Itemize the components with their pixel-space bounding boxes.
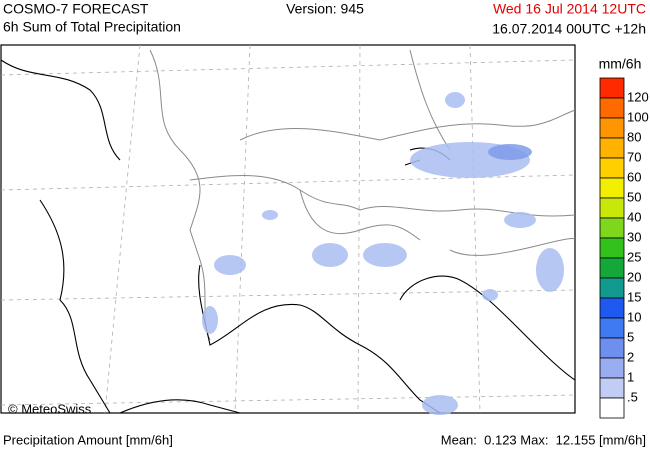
legend-label: 25 (627, 249, 641, 264)
precipitation (202, 92, 564, 415)
legend-swatch (599, 337, 625, 359)
legend-swatch (599, 77, 625, 99)
run-time: 16.07.2014 00UTC +12h (492, 21, 646, 37)
legend: 120 100 80 70 60 50 40 30 25 20 15 10 5 2 1 .5 (599, 77, 649, 419)
legend-swatch (599, 397, 625, 419)
legend-label: 100 (627, 109, 649, 124)
footer-right: Mean: 0.123 Max: 12.155 [mm/6h] (441, 432, 646, 447)
legend-swatch (599, 117, 625, 139)
legend-swatch (599, 97, 625, 119)
graticule (0, 44, 576, 414)
legend-swatch (599, 137, 625, 159)
credit: © MeteoSwiss (8, 401, 92, 416)
map-frame (0, 44, 576, 414)
legend-swatch (599, 237, 625, 259)
legend-swatch (599, 317, 625, 339)
legend-label: 15 (627, 289, 641, 304)
valid-time: Wed 16 Jul 2014 12UTC (493, 1, 646, 17)
legend-label: 10 (627, 309, 641, 324)
version: Version: 945 (286, 1, 364, 17)
legend-label: 50 (627, 189, 641, 204)
legend-label: 70 (627, 149, 641, 164)
legend-swatch (599, 297, 625, 319)
legend-swatch (599, 157, 625, 179)
legend-label: 5 (627, 329, 634, 344)
legend-swatch (599, 257, 625, 279)
legend-label: 1 (627, 369, 634, 384)
subtitle: 6h Sum of Total Precipitation (3, 19, 181, 35)
legend-label: 2 (627, 349, 634, 364)
legend-swatch (599, 217, 625, 239)
legend-label: 20 (627, 269, 641, 284)
legend-label: 120 (627, 89, 649, 104)
legend-swatch (599, 377, 625, 399)
legend-label: 80 (627, 129, 641, 144)
legend-swatch (599, 197, 625, 219)
borders (149, 49, 576, 341)
legend-unit: mm/6h (599, 56, 642, 72)
legend-label: .5 (627, 389, 638, 404)
legend-label: 40 (627, 209, 641, 224)
map: © MeteoSwiss (0, 44, 576, 416)
title: COSMO-7 FORECAST (3, 1, 149, 17)
footer-left: Precipitation Amount [mm/6h] (3, 432, 173, 447)
legend-label: 30 (627, 229, 641, 244)
legend-swatch (599, 277, 625, 299)
legend-label: 60 (627, 169, 641, 184)
legend-swatch (599, 177, 625, 199)
legend-swatch (599, 357, 625, 379)
